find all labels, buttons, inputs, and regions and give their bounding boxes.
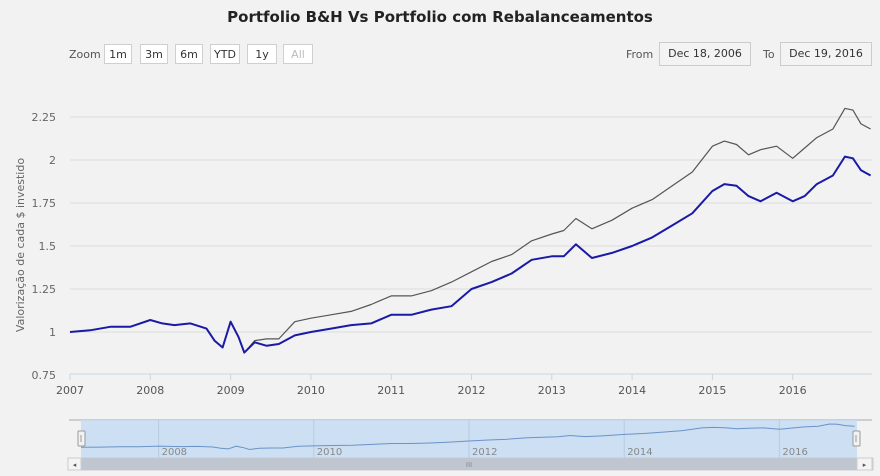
y-tick-label: 2 (49, 154, 56, 167)
from-label: From (626, 48, 654, 61)
right-arrow-icon: ▸ (863, 461, 867, 469)
series-line-rebalanceamentos (69, 155, 872, 354)
x-tick-label: 2015 (698, 384, 726, 397)
navigator-label: 2012 (472, 447, 497, 458)
x-tick-label: 2009 (217, 384, 245, 397)
zoom-1y-button[interactable]: 1y (247, 44, 277, 64)
x-axis-ticks: 2007 2008 2009 2010 2011 2012 2013 2014 2015 2016 (56, 374, 807, 397)
navigator-grid (158, 420, 780, 458)
x-tick-label: 2007 (56, 384, 84, 397)
series-line-bh (69, 107, 871, 354)
x-tick-label: 2016 (779, 384, 807, 397)
zoom-label: Zoom (69, 48, 101, 61)
zoom-6m-button[interactable]: 6m (175, 44, 203, 64)
to-label: To (763, 48, 775, 61)
left-arrow-icon: ◂ (73, 461, 77, 469)
zoom-1m-button[interactable]: 1m (104, 44, 132, 64)
y-tick-label: 1.25 (32, 283, 57, 296)
from-date-input[interactable]: Dec 18, 2006 (659, 42, 751, 66)
y-tick-label: 1.75 (32, 197, 57, 210)
navigator-label: 2008 (162, 447, 187, 458)
grid-lines (70, 116, 872, 333)
x-tick-label: 2012 (458, 384, 486, 397)
navigator-labels: 2008 2010 2012 2014 2016 (162, 447, 808, 458)
navigator[interactable]: III ◂ ▸ 2008 2010 2012 2014 2016 (67, 419, 874, 471)
zoom-ytd-button[interactable]: YTD (210, 44, 240, 64)
chart-title: Portfolio B&H Vs Portfolio com Rebalance… (227, 8, 653, 26)
zoom-all-button[interactable]: All (283, 44, 313, 64)
y-axis-label: Valorização de cada $ investido (14, 158, 27, 332)
navigator-series-line (80, 423, 855, 451)
scrollbar-left-arrow[interactable] (67, 457, 82, 471)
scrollbar-right-arrow[interactable] (856, 457, 873, 471)
to-date-input[interactable]: Dec 19, 2016 (780, 42, 872, 66)
navigator-label: 2010 (317, 447, 342, 458)
zoom-3m-button[interactable]: 3m (140, 44, 168, 64)
scrollbar-thumb[interactable] (81, 458, 857, 470)
x-tick-label: 2011 (377, 384, 405, 397)
y-tick-label: 1 (49, 326, 56, 339)
y-axis-ticks: 0.75 1 1.25 1.5 1.75 2 2.25 (32, 111, 57, 382)
y-tick-label: 2.25 (32, 111, 57, 124)
x-tick-label: 2013 (538, 384, 566, 397)
series-group (69, 107, 872, 354)
navigator-label: 2014 (627, 447, 652, 458)
navigator-label: 2016 (782, 447, 807, 458)
y-tick-label: 0.75 (32, 369, 57, 382)
x-tick-label: 2010 (297, 384, 325, 397)
x-tick-label: 2008 (136, 384, 164, 397)
y-tick-label: 1.5 (39, 240, 57, 253)
x-tick-label: 2014 (618, 384, 646, 397)
scrollbar-grip: III (466, 461, 472, 469)
